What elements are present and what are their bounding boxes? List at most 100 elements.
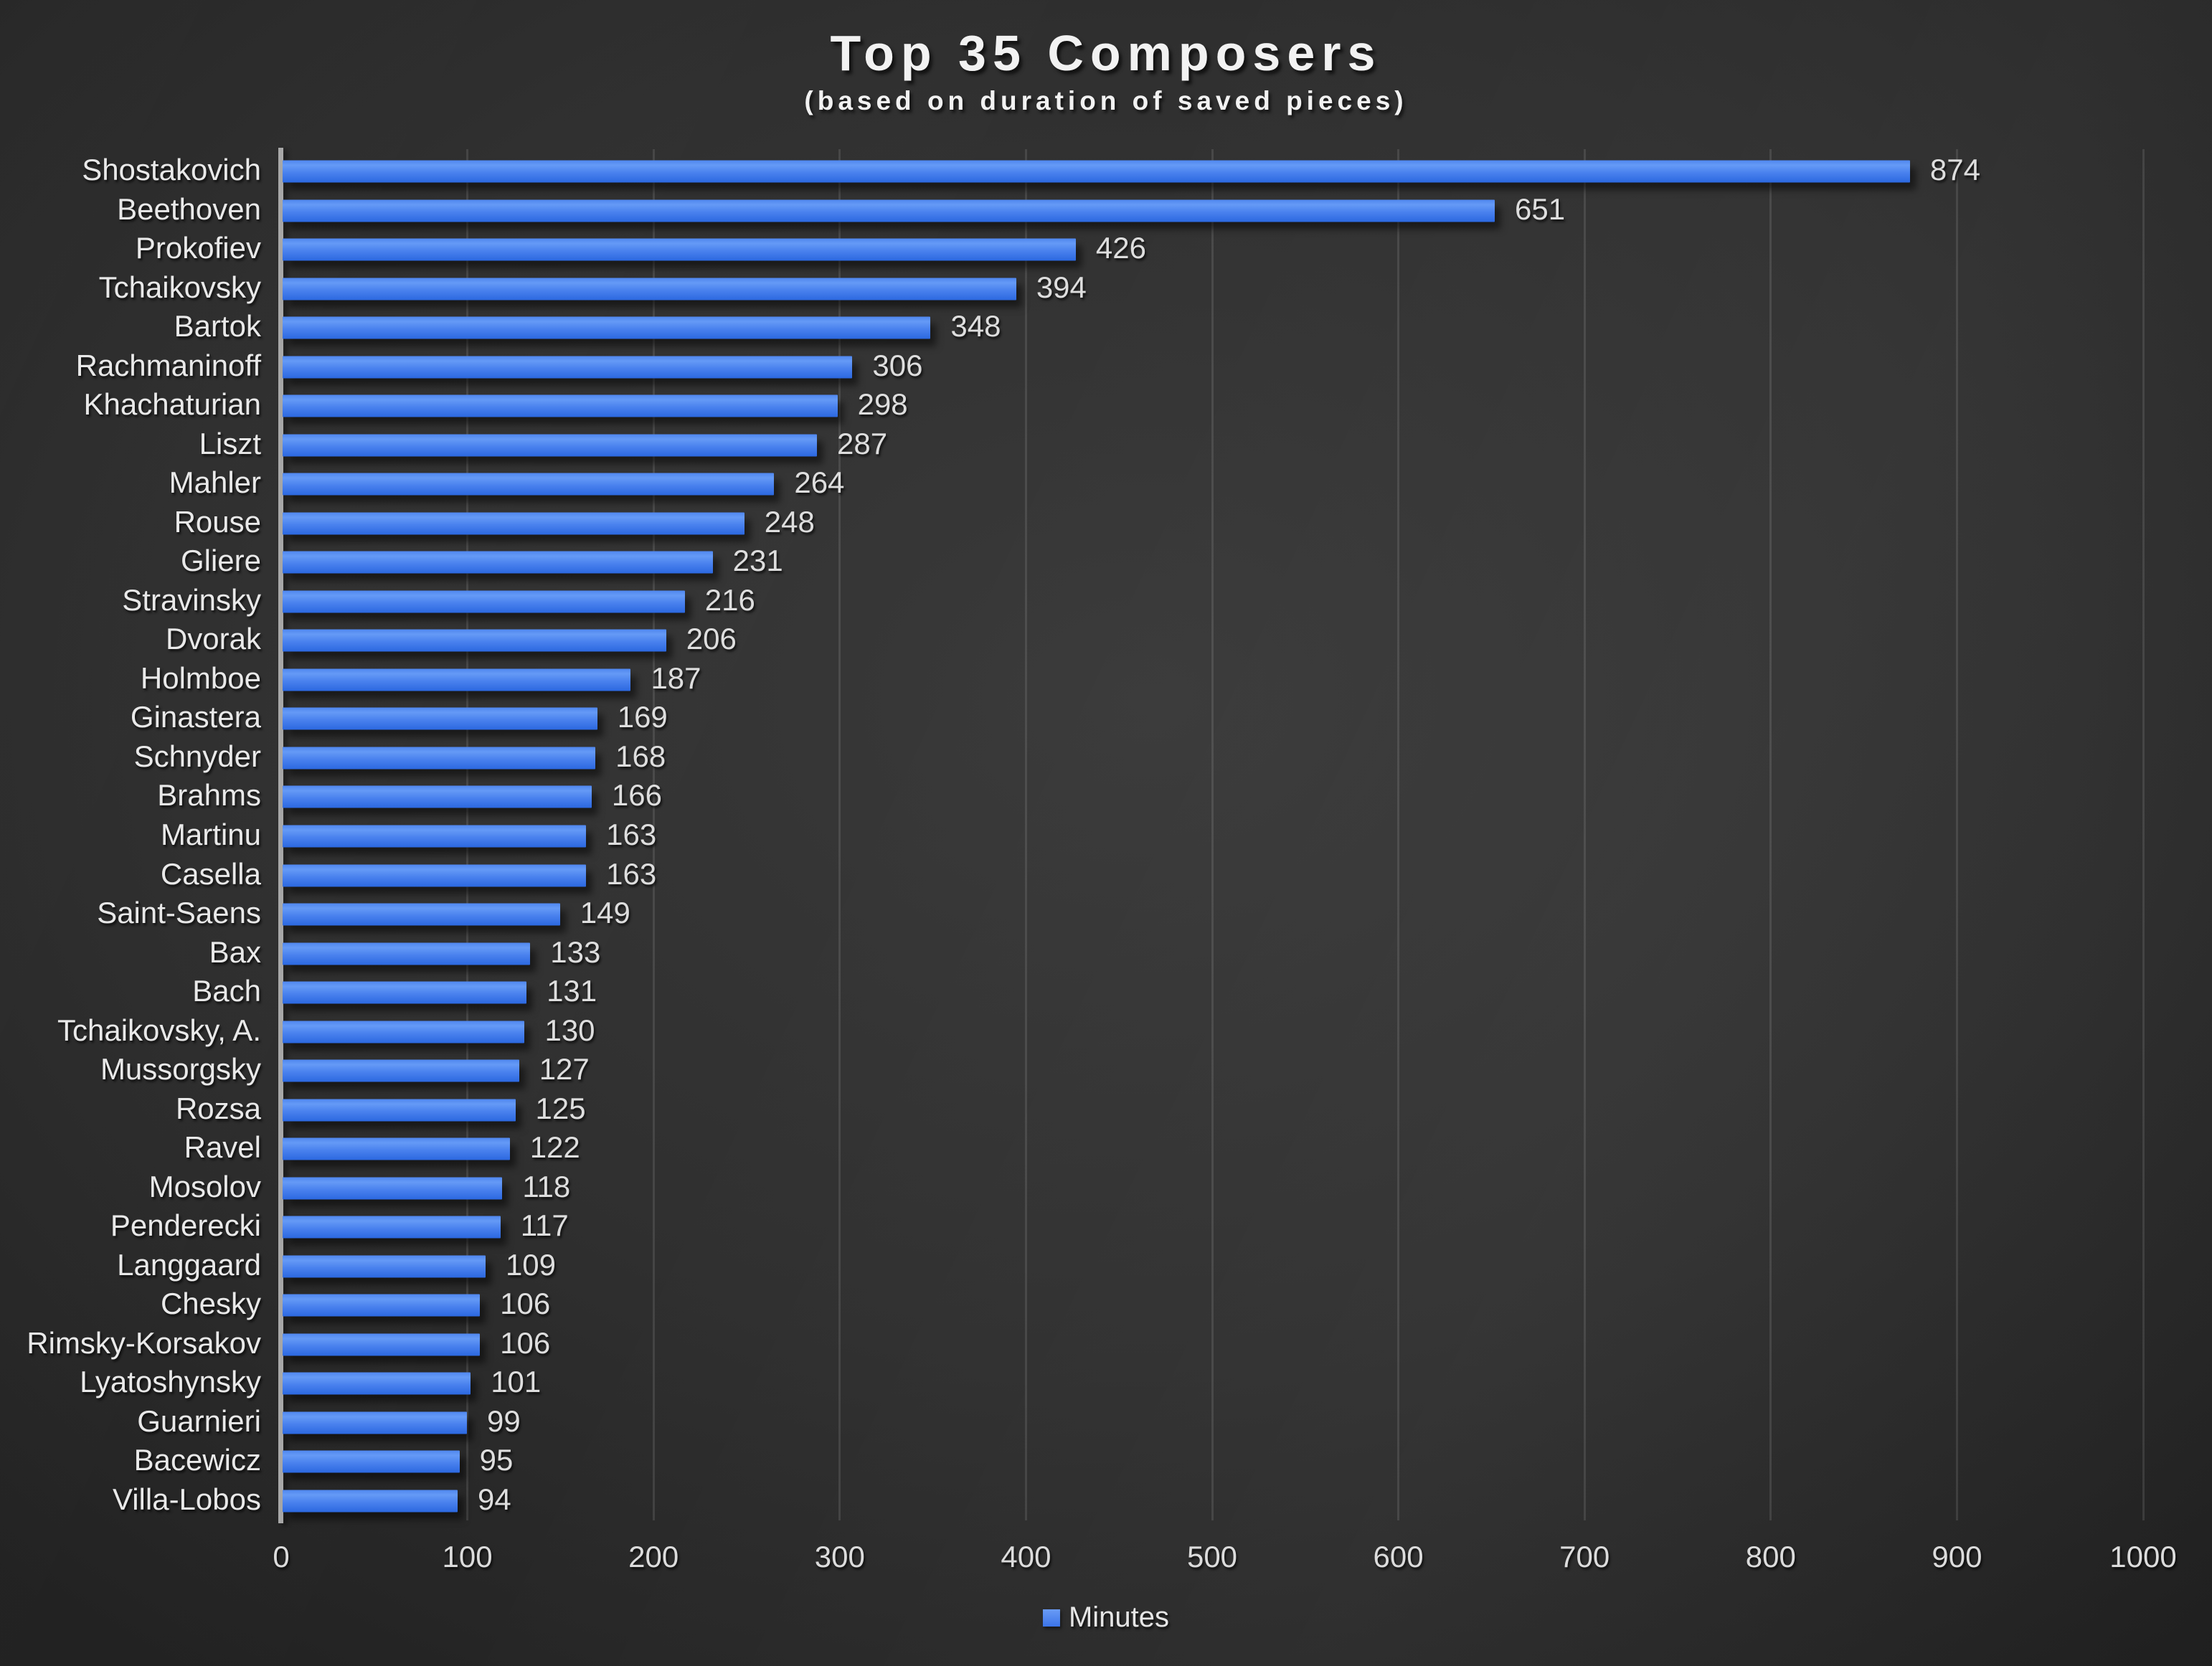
category-label: Rouse xyxy=(174,504,261,539)
bar-row: Bach 131 xyxy=(192,973,2143,1013)
bar-row: Guarnieri 99 xyxy=(137,1403,2143,1442)
bar xyxy=(283,825,587,848)
gridline-700 xyxy=(1583,149,1586,1520)
category-label: Beethoven xyxy=(117,191,261,226)
value-label: 106 xyxy=(500,1325,551,1360)
value-label: 248 xyxy=(764,504,815,539)
bar xyxy=(283,1216,501,1239)
value-label: 109 xyxy=(505,1247,557,1282)
category-label: Ginastera xyxy=(130,700,261,734)
bar-row: Brahms 166 xyxy=(157,777,2143,817)
bar xyxy=(283,551,713,574)
x-tick-label-0: 0 xyxy=(273,1540,290,1573)
bar-row: Bacewicz 95 xyxy=(134,1442,2143,1482)
bar-row: Rachmaninoff 306 xyxy=(76,348,2143,387)
bar-row: Bax 133 xyxy=(209,934,2143,973)
value-label: 131 xyxy=(547,974,597,1008)
bar-row: Mosolov 118 xyxy=(149,1168,2143,1208)
category-label: Tchaikovsky, A. xyxy=(57,1013,261,1047)
value-label: 651 xyxy=(1514,191,1566,226)
category-label: Casella xyxy=(160,856,261,891)
value-label: 95 xyxy=(479,1443,514,1477)
category-label: Mussorgsky xyxy=(100,1052,261,1087)
bar-row: Holmboe 187 xyxy=(141,661,2143,700)
bar xyxy=(283,1411,467,1434)
bar-row: Tchaikovsky, A. 130 xyxy=(57,1012,2143,1051)
bar xyxy=(283,1255,486,1278)
bar-row: Gliere 231 xyxy=(181,543,2143,582)
bar-row: Ginastera 169 xyxy=(131,699,2143,739)
category-label: Bacewicz xyxy=(133,1443,261,1477)
legend: Minutes xyxy=(1042,1601,1169,1634)
value-label: 231 xyxy=(732,544,783,578)
bar-row: Khachaturian 298 xyxy=(83,387,2143,426)
bar-row: Saint-Saens 149 xyxy=(97,895,2143,934)
bar-row: Villa-Lobos 94 xyxy=(113,1481,2143,1520)
bar xyxy=(283,473,775,496)
category-label: Rozsa xyxy=(175,1091,261,1125)
category-label: Mahler xyxy=(169,465,261,500)
value-label: 306 xyxy=(872,348,923,382)
value-label: 874 xyxy=(1929,153,1980,187)
bar xyxy=(283,747,596,770)
gridline-800 xyxy=(1769,149,1772,1520)
value-label: 99 xyxy=(487,1404,521,1438)
bar xyxy=(283,1021,525,1043)
value-label: 101 xyxy=(491,1365,542,1399)
bar-row: Penderecki 117 xyxy=(110,1208,2143,1247)
bar-row: Tchaikovsky 394 xyxy=(99,270,2143,309)
bar xyxy=(283,668,631,691)
title-block: Top 35 Composers (based on duration of s… xyxy=(0,24,2212,116)
bar-row: Bartok 348 xyxy=(174,308,2143,348)
bar xyxy=(283,903,560,926)
bar-row: Chesky 106 xyxy=(161,1286,2143,1325)
value-label: 169 xyxy=(617,700,668,734)
value-label: 394 xyxy=(1036,270,1087,304)
bar xyxy=(283,864,587,886)
bar xyxy=(283,1137,510,1160)
x-tick-label-300: 300 xyxy=(814,1540,865,1573)
bar xyxy=(283,942,531,965)
value-label: 348 xyxy=(950,309,1001,344)
gridline-1000 xyxy=(2142,149,2145,1520)
gridline-900 xyxy=(1955,149,1958,1520)
category-label: Martinu xyxy=(160,818,261,852)
bar-row: Mahler 264 xyxy=(169,465,2143,504)
legend-swatch-icon xyxy=(1042,1609,1060,1627)
bar-row: Stravinsky 216 xyxy=(122,582,2143,622)
x-tick-label-500: 500 xyxy=(1186,1540,1238,1573)
value-label: 125 xyxy=(535,1091,586,1125)
bar xyxy=(283,356,853,379)
bar xyxy=(283,512,745,535)
bar xyxy=(283,238,1076,261)
bar-row: Langgaard 109 xyxy=(117,1246,2143,1286)
value-label: 117 xyxy=(520,1208,569,1243)
gridline-500 xyxy=(1211,149,1214,1520)
chart-title: Top 35 Composers xyxy=(830,25,1382,81)
category-label: Villa-Lobos xyxy=(112,1482,261,1516)
x-axis: 0 100 200 300 400 500 600 700 800 900 1000 xyxy=(273,1540,2176,1583)
bar xyxy=(283,1372,471,1395)
bar-row: Rozsa 125 xyxy=(176,1090,2143,1130)
category-label: Bach xyxy=(192,974,261,1008)
x-tick-label-400: 400 xyxy=(1001,1540,1051,1573)
value-label: 118 xyxy=(522,1169,571,1203)
bar xyxy=(283,590,685,613)
value-label: 168 xyxy=(615,739,666,774)
bar xyxy=(283,316,931,339)
bar xyxy=(283,1099,516,1122)
value-label: 149 xyxy=(580,896,630,930)
bar xyxy=(283,1294,481,1317)
category-label: Khachaturian xyxy=(83,387,261,422)
bar xyxy=(283,1177,503,1200)
gridline-400 xyxy=(1024,149,1027,1520)
bar xyxy=(283,394,838,417)
value-label: 264 xyxy=(794,465,845,500)
bar xyxy=(283,629,666,652)
value-label: 216 xyxy=(704,582,755,617)
bar-row: Dvorak 206 xyxy=(166,621,2143,661)
bar-row: Beethoven 651 xyxy=(117,191,2143,231)
value-label: 163 xyxy=(606,856,657,891)
value-label: 94 xyxy=(478,1482,511,1516)
category-label: Saint-Saens xyxy=(97,896,261,930)
